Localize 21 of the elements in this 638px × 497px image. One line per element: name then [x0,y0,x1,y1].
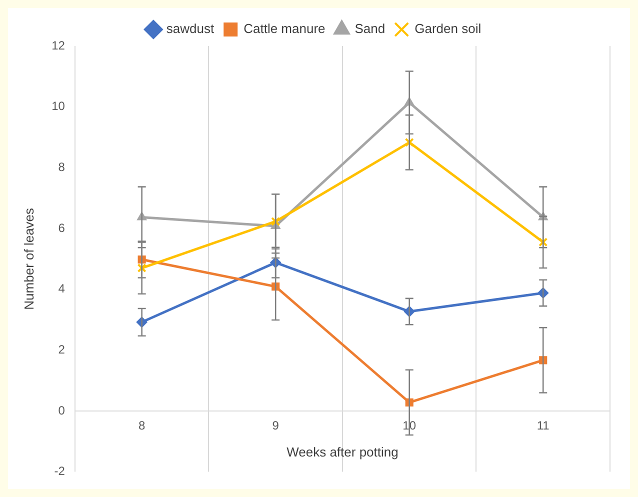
y-tick-label: 0 [58,403,66,418]
x-tick-label: 9 [272,418,280,432]
y-tick-label: 10 [52,99,66,114]
y-tick-label: 6 [58,220,66,235]
y-tick-label: -2 [54,464,66,478]
x-tick-label: 8 [138,418,146,432]
y-tick-label: 2 [58,342,66,356]
y-axis-title: Number of leaves [21,207,36,310]
legend-label: Cattle manure [244,21,326,36]
point [137,263,146,273]
y-tick-label: 12 [52,38,66,52]
x-axis-title: Weeks after potting [286,444,398,460]
point [271,216,280,226]
point [404,138,414,147]
y-tick-label: 4 [58,282,66,296]
legend-label: Sand [354,21,386,36]
y-tick-label: 8 [58,160,66,174]
x-tick-label: 11 [536,418,550,432]
legend-label: Garden soil [414,21,482,36]
point [538,238,548,247]
legend-label: sawdust [166,21,214,36]
